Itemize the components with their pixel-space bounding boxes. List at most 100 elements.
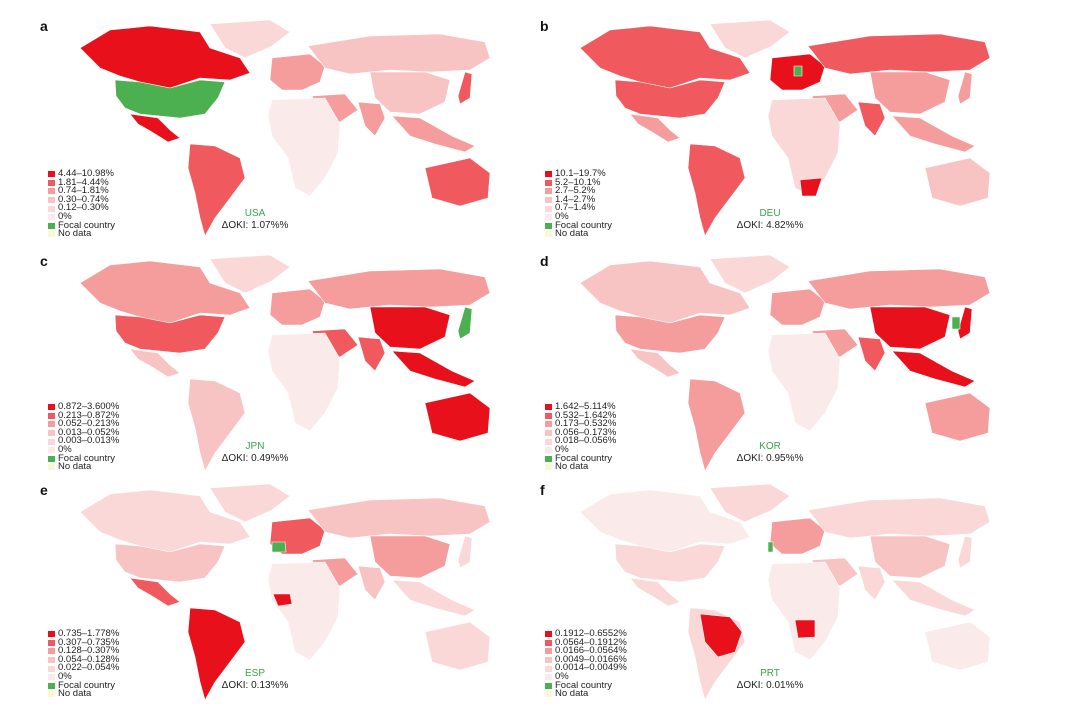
legend-bin: 0%	[48, 445, 119, 455]
legend-label: 0.872–3.600%	[58, 401, 120, 412]
legend-swatch	[545, 674, 552, 681]
legend-bin: 0.054–0.128%	[48, 653, 120, 665]
region-canada	[579, 260, 751, 324]
legend-label: 0.054–0.128%	[58, 653, 120, 665]
region-se-asia	[891, 115, 976, 153]
region-japan	[957, 535, 973, 569]
legend-label: No data	[555, 461, 589, 473]
legend-bin: 0.013–0.052%	[48, 428, 119, 438]
legend-swatch	[545, 631, 552, 638]
legend-label: 0.022–0.054%	[58, 662, 120, 674]
legend-swatch	[48, 464, 55, 471]
legend-label: 0.1912–0.6552%	[555, 628, 627, 639]
region-usa	[114, 79, 226, 119]
world-map	[79, 483, 491, 701]
region-mexico	[129, 577, 181, 607]
legend-bin: 0%	[48, 212, 115, 222]
region-australia	[924, 157, 991, 207]
panel-e: e 0.735–1.778% 0.307–0.735% 0.128–0.307% 0.…	[40, 482, 540, 712]
legend-bin: 0.018–0.056%	[545, 436, 616, 446]
legend-focal: Focal country	[545, 454, 616, 464]
legend-bin: 0.0049–0.0166%	[545, 655, 627, 665]
legend-bin: 0.0564–0.1912%	[545, 638, 627, 648]
legend-label: 1.4–2.7%	[555, 193, 596, 205]
legend-label: 0.056–0.173%	[555, 426, 617, 438]
legend-swatch	[545, 188, 552, 195]
legend-nodata: No data	[545, 228, 612, 240]
legend-bin: 0.12–0.30%	[48, 203, 115, 213]
legend-focal: Focal country	[545, 681, 627, 691]
legend-label: Focal country	[58, 219, 116, 231]
region-africa	[267, 97, 341, 197]
panel-letter: f	[540, 482, 545, 498]
legend-label: 0.30–0.74%	[58, 193, 109, 205]
region-se-asia	[391, 350, 476, 388]
legend-swatch	[48, 412, 55, 419]
legend-swatch	[545, 657, 552, 664]
legend-swatch	[545, 665, 552, 672]
region-japan	[457, 535, 473, 569]
legend-label: 1.642–5.114%	[555, 401, 616, 412]
legend-label: 1.81–4.44%	[58, 176, 109, 188]
panel-letter: d	[540, 253, 549, 269]
legend-swatch	[48, 404, 55, 411]
region-russia	[307, 268, 491, 310]
legend-nodata: No data	[48, 228, 115, 240]
panel-letter: b	[540, 18, 549, 34]
region-greenland	[209, 254, 291, 294]
region-korea	[951, 316, 961, 330]
legend-swatch	[545, 404, 552, 411]
legend-bin: 1.642–5.114%	[545, 401, 616, 412]
region-canada	[79, 489, 251, 553]
region-spain	[271, 541, 287, 553]
region-south-america	[187, 607, 246, 701]
region-west-africa	[272, 593, 293, 607]
legend-swatch	[545, 421, 552, 428]
region-india	[857, 565, 886, 601]
legend-bin: 2.7–5.2%	[545, 185, 612, 197]
region-russia	[807, 268, 991, 310]
legend-label: No data	[555, 228, 589, 240]
legend-bin: 0.1912–0.6552%	[545, 628, 627, 639]
legend-bin: 0.173–0.532%	[545, 419, 616, 429]
delta-oki: ΔOKI: 0.13%%	[221, 680, 289, 691]
world-map	[79, 19, 491, 237]
legend: 0.872–3.600% 0.213–0.872% 0.052–0.213% 0.01…	[48, 401, 120, 472]
region-africa	[767, 561, 841, 661]
panel-letter: a	[40, 18, 48, 34]
legend-label: 2.7–5.2%	[555, 185, 596, 197]
legend-label: 0.74–1.81%	[58, 185, 109, 197]
legend-bin: 0%	[48, 672, 119, 682]
focal-country-code: KOR	[759, 441, 781, 452]
legend-label: 0.052–0.213%	[58, 418, 120, 430]
region-south-africa	[799, 177, 823, 197]
world-map	[79, 254, 491, 472]
focal-country-code: DEU	[759, 208, 781, 219]
region-south-america	[687, 378, 746, 472]
region-africa	[267, 332, 341, 432]
legend-bin: 0.052–0.213%	[48, 418, 120, 430]
delta-oki: ΔOKI: 4.82%%	[736, 220, 804, 231]
region-canada	[579, 25, 751, 89]
legend-label: No data	[58, 688, 92, 700]
legend-swatch	[545, 682, 552, 689]
legend-bin: 10.1–19.7%	[545, 169, 612, 179]
legend-label: No data	[58, 228, 92, 240]
legend-label: 0.213–0.872%	[58, 409, 120, 421]
region-greenland	[709, 483, 791, 523]
legend: 10.1–19.7% 5.2–10.1% 2.7–5.2% 1.4–2.7% 0.7–1…	[545, 169, 612, 240]
legend-swatch	[48, 674, 55, 681]
legend-bin: 0.74–1.81%	[48, 185, 115, 197]
legend-swatch	[545, 231, 552, 238]
focal-country-code: USA	[244, 208, 266, 219]
legend-bin: 4.44–10.98%	[48, 169, 115, 179]
region-japan	[457, 71, 473, 105]
legend-nodata: No data	[545, 689, 627, 699]
legend-bin: 0.735–1.778%	[48, 629, 119, 639]
region-mexico	[129, 348, 181, 378]
legend-label: 0.307–0.735%	[58, 636, 120, 648]
legend-swatch	[545, 412, 552, 419]
legend-label: 0.532–1.642%	[555, 409, 617, 421]
region-australia	[424, 621, 491, 671]
region-australia	[424, 157, 491, 207]
